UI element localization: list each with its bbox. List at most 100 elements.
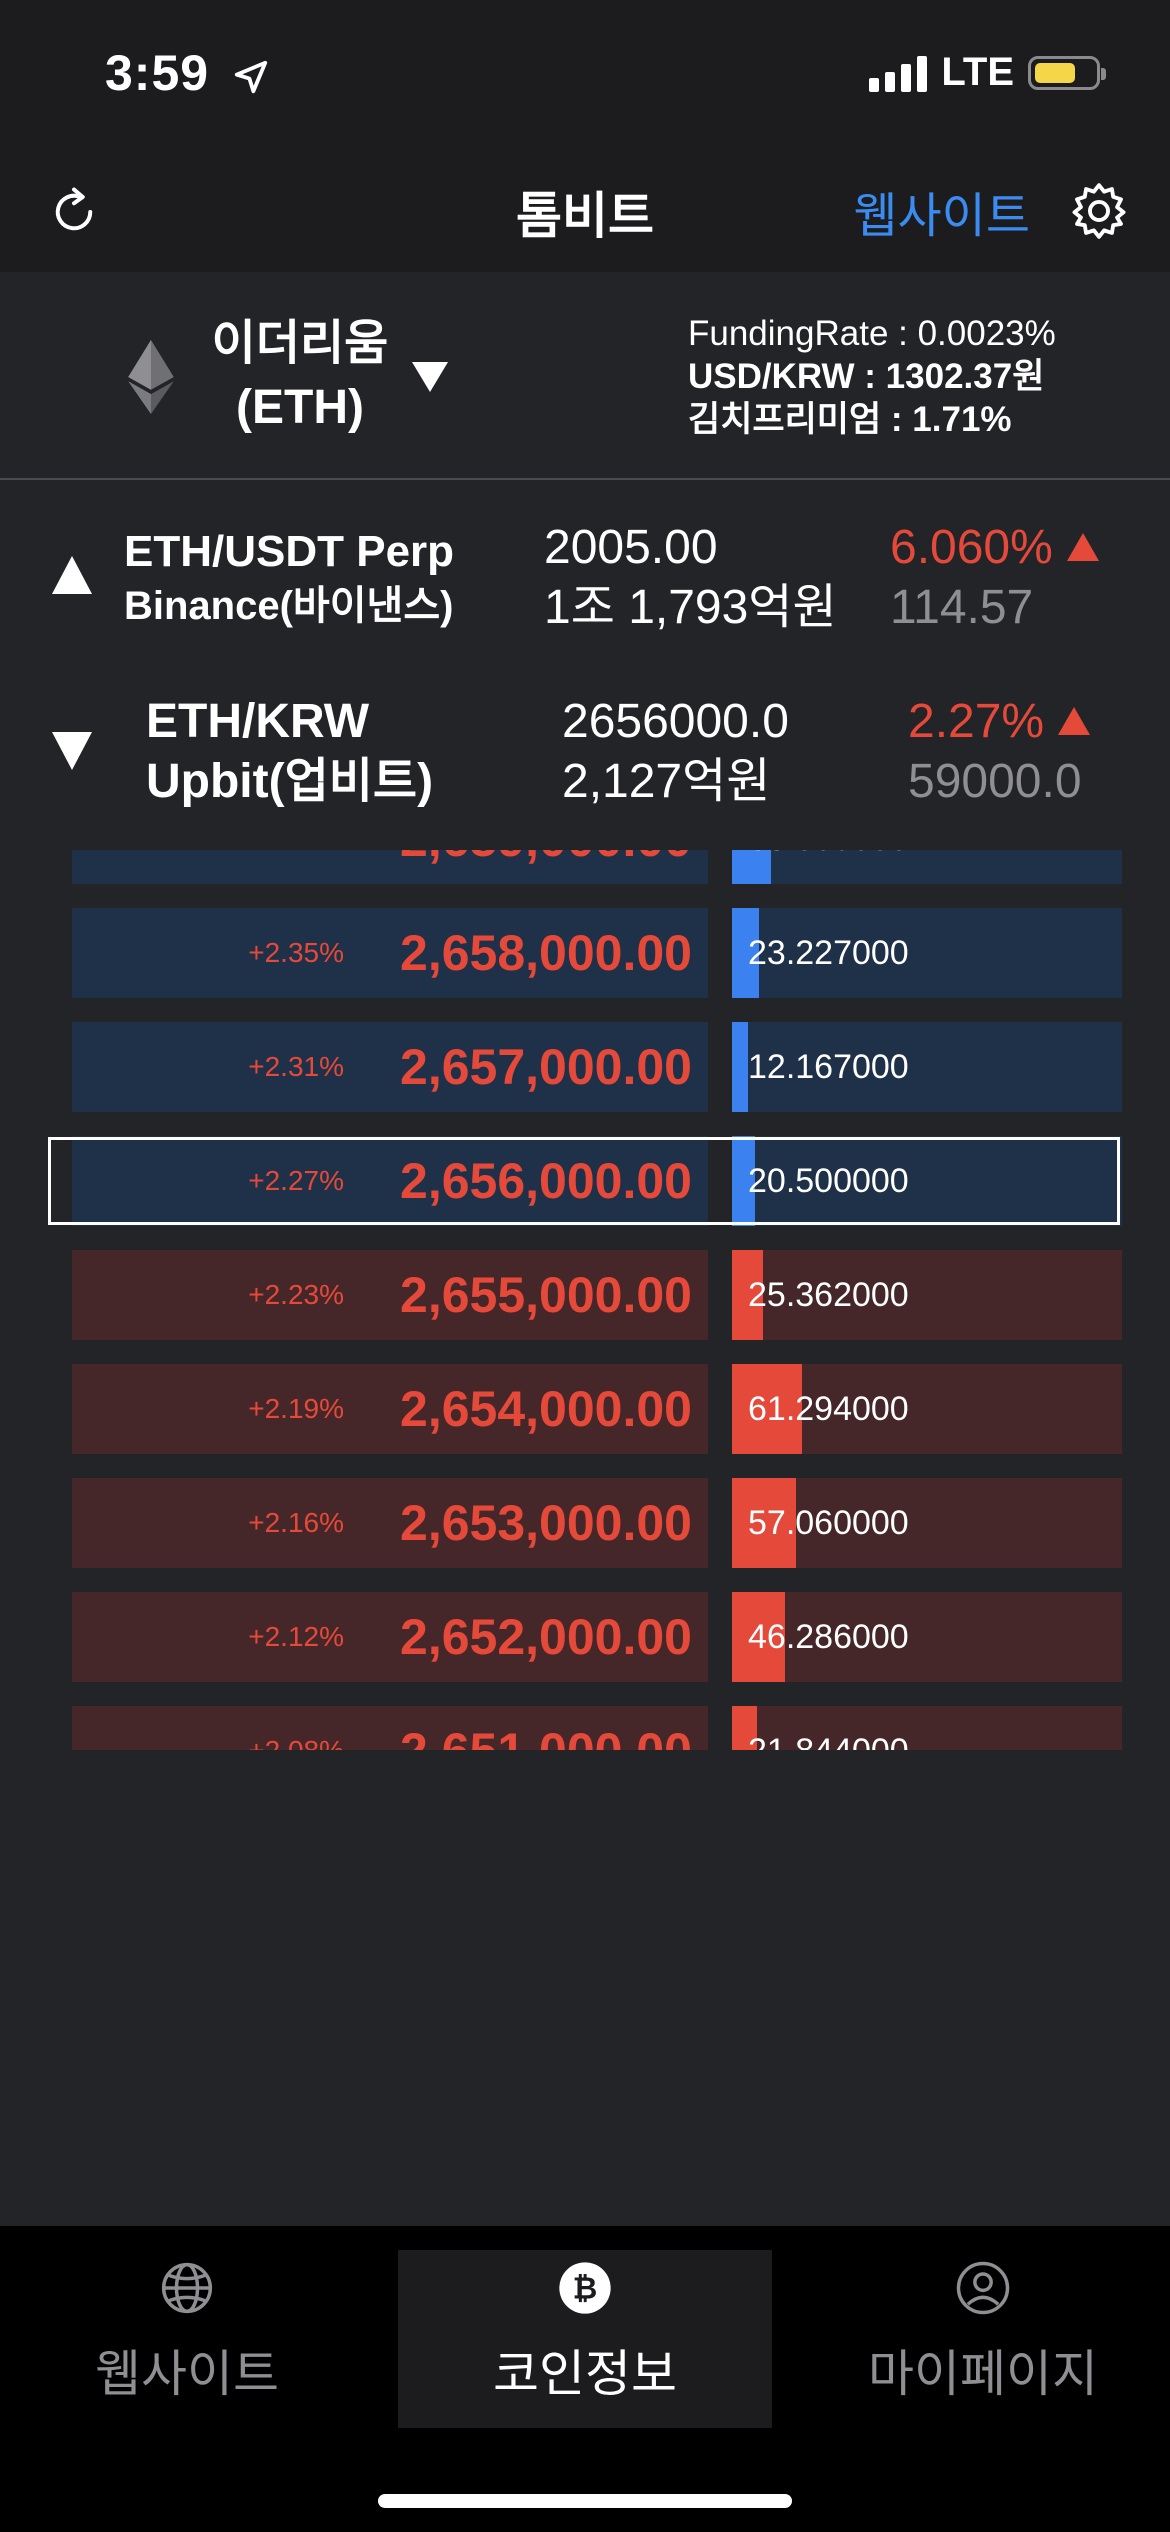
tab-coin-info[interactable]: ₿ 코인정보 (398, 2250, 772, 2428)
orderbook-volume-cell[interactable]: 57.060000 (732, 1478, 1122, 1568)
orderbook-row-ask[interactable]: +2.27% 2,656,000.00 20.500000 (0, 1136, 1170, 1226)
market-row-upbit[interactable]: ETH/KRW Upbit(업비트) 2656000.0 2,127억원 2.2… (0, 672, 1170, 812)
orderbook-price-cell[interactable]: +2.31% 2,657,000.00 (72, 1022, 708, 1112)
orderbook-volume-cell[interactable]: 12.167000 (732, 1022, 1122, 1112)
tab-label: 웹사이트 (95, 2346, 279, 2402)
orderbook-price-cell[interactable]: +2.19% 2,654,000.00 (72, 1364, 708, 1454)
orderbook-row-ask[interactable]: +2.31% 2,657,000.00 12.167000 (0, 1022, 1170, 1112)
market-volume: 2,127억원 (562, 755, 771, 808)
orderbook-row-ask[interactable]: +2.39% 2,659,000.00 33.009000 (0, 850, 1170, 884)
website-link[interactable]: 웹사이트 (853, 190, 1030, 243)
orderbook-volume-bar (732, 1250, 763, 1340)
orderbook-price: 2,659,000.00 (400, 850, 692, 884)
kimchi-premium: 김치프리미엄 : 1.71% (688, 400, 1012, 439)
market-volume: 1조 1,793억원 (544, 581, 837, 634)
orderbook-change-pct: +2.12% (248, 1621, 344, 1652)
orderbook-price-cell[interactable]: +2.16% 2,653,000.00 (72, 1478, 708, 1568)
tab-label: 코인정보 (493, 2346, 677, 2402)
orderbook-volume-cell[interactable]: 23.227000 (732, 908, 1122, 998)
orderbook-price-cell[interactable]: +2.27% 2,656,000.00 (72, 1136, 708, 1226)
market-change-pct: 6.060% (890, 518, 1099, 578)
refresh-icon[interactable] (44, 182, 104, 242)
tab-label: 마이페이지 (868, 2346, 1098, 2402)
orderbook[interactable]: +2.39% 2,659,000.00 33.009000 +2.35% 2,658,0… (0, 850, 1170, 1750)
orderbook-change-pct: +2.31% (248, 1051, 344, 1082)
orderbook-volume-bar (732, 1136, 755, 1226)
battery-icon (1028, 55, 1106, 90)
orderbook-change-pct: +2.16% (248, 1507, 344, 1538)
orderbook-change-pct: +2.23% (248, 1279, 344, 1310)
orderbook-volume-cell[interactable]: 61.294000 (732, 1364, 1122, 1454)
orderbook-price-cell[interactable]: +2.08% 2,651,000.00 (72, 1706, 708, 1750)
orderbook-volume: 21.844000 (748, 1706, 909, 1750)
orderbook-volume-bar (732, 1592, 785, 1682)
orderbook-volume-cell[interactable]: 20.500000 (732, 1136, 1122, 1226)
settings-gear-icon[interactable] (1068, 180, 1130, 242)
orderbook-volume-bar (732, 1706, 757, 1750)
network-label: LTE (941, 50, 1014, 94)
market-change-abs: 114.57 (890, 581, 1034, 634)
orderbook-price: 2,653,000.00 (400, 1495, 692, 1551)
tab-bar: 웹사이트 ₿ 코인정보 마이페이지 (0, 2226, 1170, 2532)
coin-name: 이더리움 (211, 317, 389, 370)
market-pair: ETH/KRW (146, 695, 370, 748)
orderbook-row-bid[interactable]: +2.08% 2,651,000.00 21.844000 (0, 1706, 1170, 1750)
orderbook-price: 2,654,000.00 (400, 1381, 692, 1437)
orderbook-change-pct: +2.35% (248, 937, 344, 968)
orderbook-price: 2,652,000.00 (400, 1609, 692, 1665)
orderbook-volume: 25.362000 (748, 1276, 909, 1314)
market-pair: ETH/USDT Perp (124, 527, 455, 576)
signal-icon (869, 54, 928, 92)
orderbook-volume: 23.227000 (748, 934, 909, 972)
orderbook-volume-cell[interactable]: 33.009000 (732, 850, 1122, 884)
orderbook-price: 2,656,000.00 (400, 1153, 692, 1209)
user-circle-icon (956, 2261, 1010, 2315)
orderbook-volume-cell[interactable]: 21.844000 (732, 1706, 1122, 1750)
triangle-up-red-icon (1058, 707, 1091, 735)
orderbook-volume: 61.294000 (748, 1390, 909, 1428)
orderbook-volume: 57.060000 (748, 1504, 909, 1542)
orderbook-price: 2,651,000.00 (400, 1706, 692, 1750)
coin-header: 이더리움 (ETH) FundingRate : 0.0023% USD/KRW… (0, 272, 1170, 480)
market-row-binance[interactable]: ETH/USDT Perp Binance(바이낸스) 2005.00 1조 1… (0, 500, 1170, 640)
triangle-up-red-icon (1066, 533, 1099, 561)
orderbook-row-bid[interactable]: +2.23% 2,655,000.00 25.362000 (0, 1250, 1170, 1340)
orderbook-price-cell[interactable]: +2.39% 2,659,000.00 (72, 850, 708, 884)
orderbook-volume-bar (732, 850, 771, 884)
orderbook-change-pct: +2.39% (248, 850, 344, 884)
orderbook-row-ask[interactable]: +2.35% 2,658,000.00 23.227000 (0, 908, 1170, 998)
orderbook-row-bid[interactable]: +2.16% 2,653,000.00 57.060000 (0, 1478, 1170, 1568)
dropdown-triangle-icon[interactable] (412, 362, 448, 392)
orderbook-volume-bar (732, 908, 759, 998)
orderbook-volume: 33.009000 (748, 850, 909, 884)
orderbook-volume-bar (732, 1364, 802, 1454)
coin-selector[interactable]: 이더리움 (ETH) (200, 312, 400, 440)
orderbook-volume-bar (732, 1022, 748, 1112)
triangle-up-icon (52, 556, 92, 594)
orderbook-change-pct: +2.19% (248, 1393, 344, 1424)
orderbook-price: 2,658,000.00 (400, 925, 692, 981)
orderbook-price: 2,655,000.00 (400, 1267, 692, 1323)
funding-rate: FundingRate : 0.0023% (688, 314, 1056, 353)
tab-my-page[interactable]: 마이페이지 (796, 2250, 1170, 2428)
ethereum-logo-icon (128, 340, 174, 414)
market-price: 2656000.0 (562, 695, 789, 748)
orderbook-volume-cell[interactable]: 25.362000 (732, 1250, 1122, 1340)
market-exchange: Upbit(업비트) (146, 755, 434, 808)
nav-bar: 톰비트 웹사이트 (0, 150, 1170, 272)
orderbook-price-cell[interactable]: +2.35% 2,658,000.00 (72, 908, 708, 998)
triangle-down-icon (52, 732, 92, 770)
orderbook-price-cell[interactable]: +2.23% 2,655,000.00 (72, 1250, 708, 1340)
market-exchange: Binance(바이낸스) (124, 584, 454, 628)
home-indicator (378, 2494, 792, 2508)
orderbook-volume-cell[interactable]: 46.286000 (732, 1592, 1122, 1682)
orderbook-row-bid[interactable]: +2.19% 2,654,000.00 61.294000 (0, 1364, 1170, 1454)
orderbook-volume: 46.286000 (748, 1618, 909, 1656)
status-time: 3:59 (105, 45, 210, 101)
bitcoin-icon: ₿ (559, 2262, 611, 2314)
tab-website[interactable]: 웹사이트 (0, 2250, 374, 2428)
location-arrow-icon (234, 60, 268, 94)
orderbook-row-bid[interactable]: +2.12% 2,652,000.00 46.286000 (0, 1592, 1170, 1682)
orderbook-price-cell[interactable]: +2.12% 2,652,000.00 (72, 1592, 708, 1682)
status-bar: 3:59 LTE (0, 0, 1170, 150)
